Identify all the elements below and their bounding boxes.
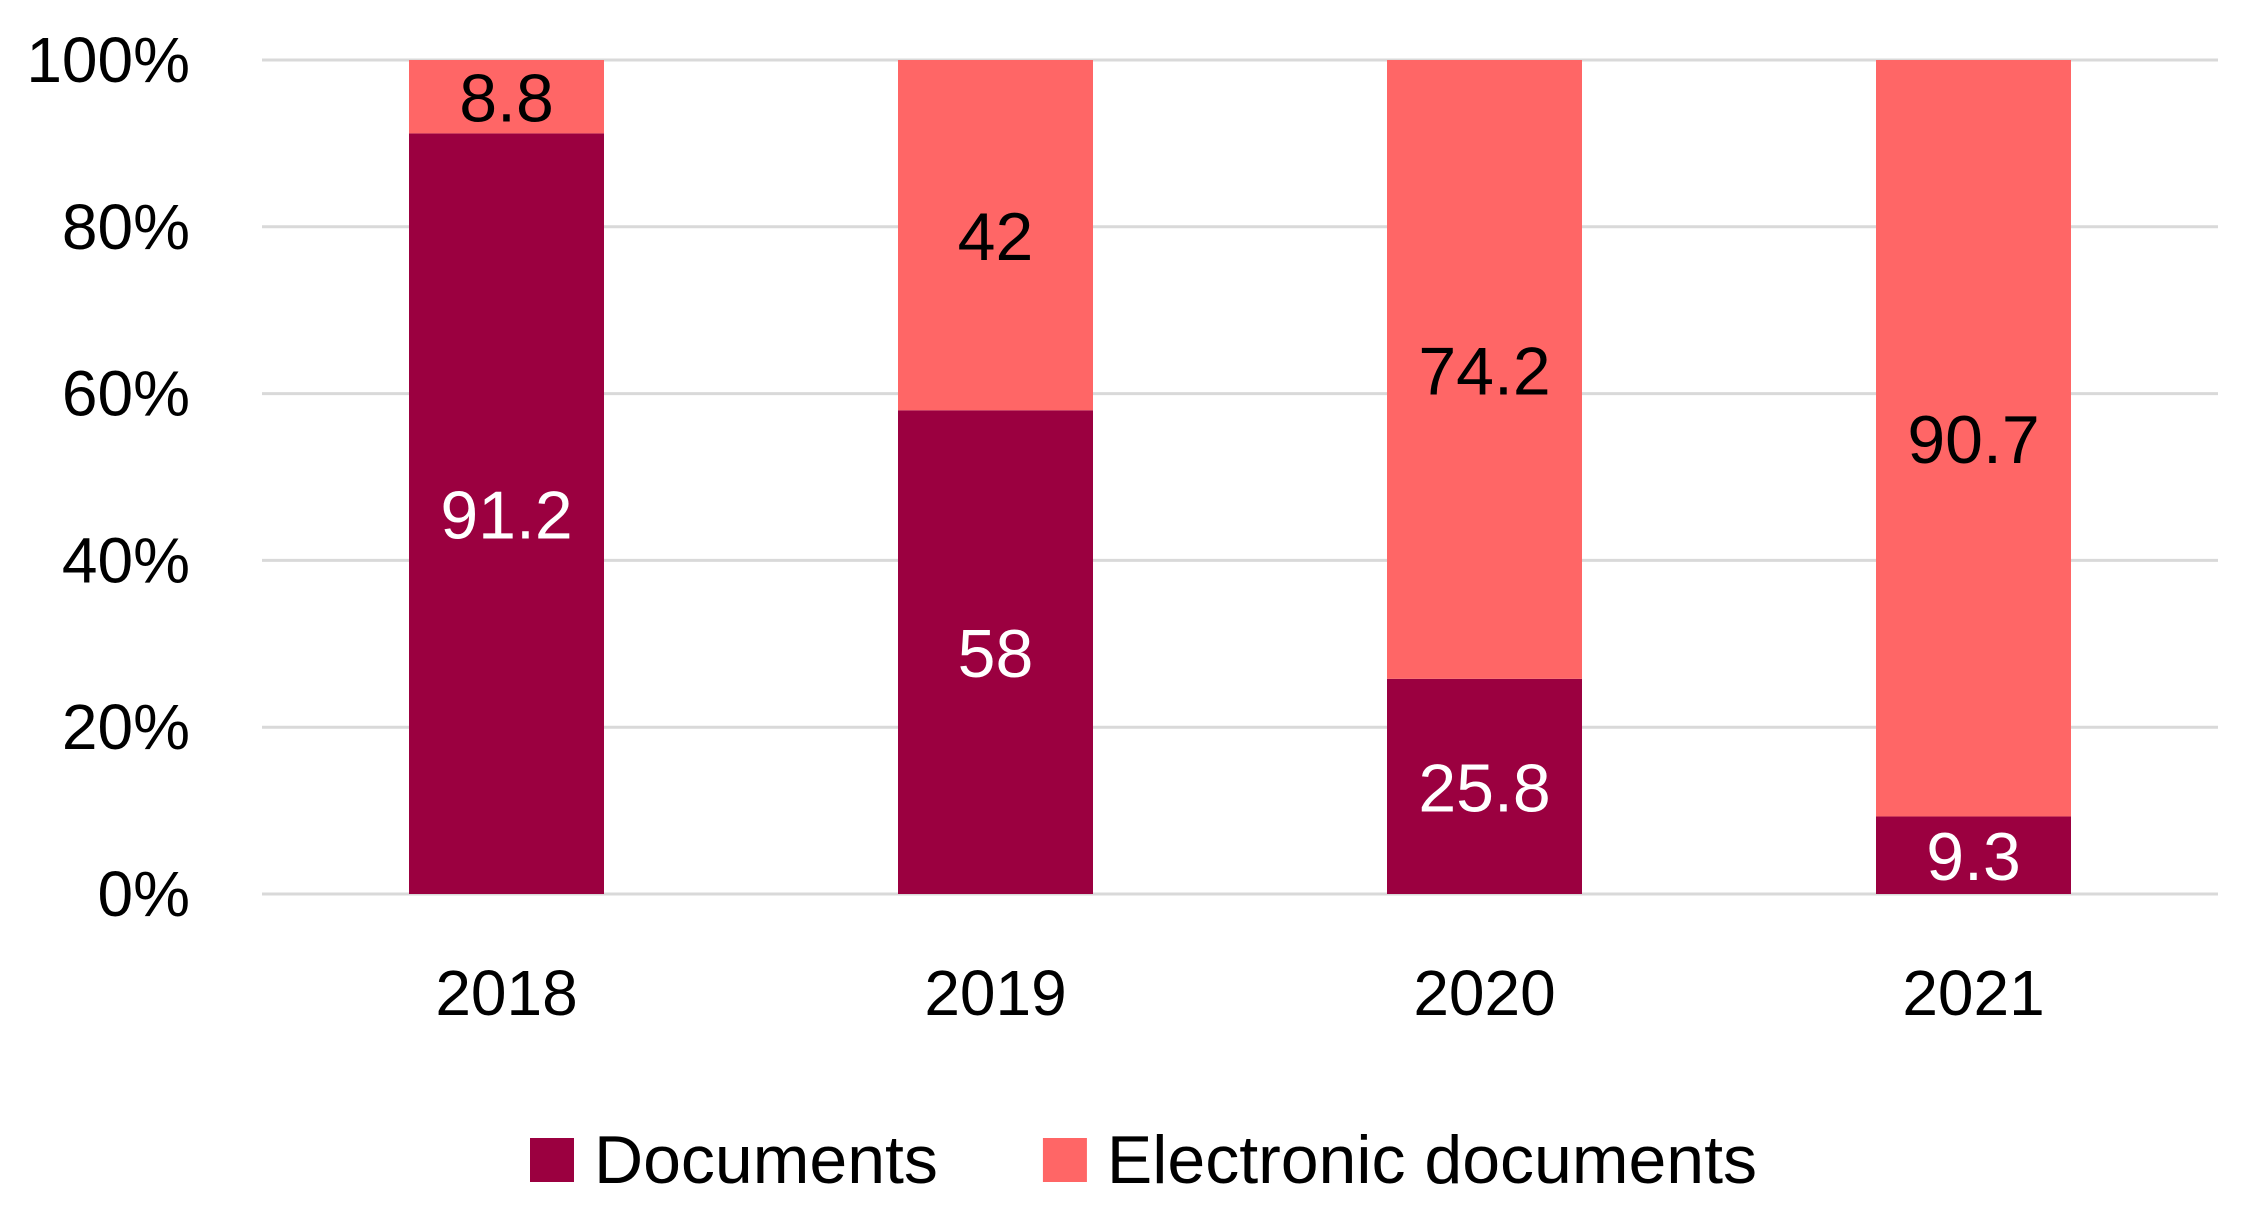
legend-label: Documents	[594, 1122, 938, 1198]
bars	[409, 60, 2071, 895]
y-tick-label: 100%	[26, 24, 190, 96]
bar-electronic-documents-2020	[1387, 60, 1582, 679]
data-label: 9.3	[1926, 819, 2021, 895]
bar-electronic-documents-2021	[1876, 60, 2071, 817]
bar-documents-2021	[1876, 816, 2071, 894]
legend-swatch	[530, 1138, 574, 1182]
bar-documents-2020	[1387, 678, 1582, 894]
data-label: 58	[958, 616, 1034, 692]
x-tick-label: 2019	[924, 957, 1066, 1029]
legend-label: Electronic documents	[1107, 1122, 1757, 1198]
data-label: 90.7	[1907, 402, 2039, 478]
x-tick-label: 2018	[435, 957, 577, 1029]
data-label: 8.8	[459, 61, 554, 137]
x-tick-label: 2021	[1902, 957, 2044, 1029]
data-label: 91.2	[440, 478, 572, 554]
y-tick-label: 40%	[62, 524, 190, 596]
legend: Documents Electronic documents	[530, 1122, 1757, 1198]
bar-documents-2019	[898, 410, 1093, 894]
bar-electronic-documents-2018	[409, 60, 604, 134]
data-label: 42	[958, 199, 1034, 275]
y-tick-label: 60%	[62, 358, 190, 430]
y-axis-ticks: 0% 20% 40% 60% 80% 100%	[26, 24, 190, 930]
legend-swatch	[1042, 1138, 1087, 1182]
y-tick-label: 0%	[98, 858, 191, 930]
bar-electronic-documents-2019	[898, 60, 1093, 411]
y-tick-label: 80%	[62, 191, 190, 263]
x-tick-label: 2020	[1413, 957, 1555, 1029]
data-labels: 91.2 8.8 58 42 25.8 74.2 9.3 90.7	[440, 61, 2039, 896]
data-label: 25.8	[1418, 750, 1550, 826]
bar-documents-2018	[409, 133, 604, 895]
y-tick-label: 20%	[62, 691, 190, 763]
data-label: 74.2	[1418, 333, 1550, 409]
x-axis-ticks: 2018 2019 2020 2021	[435, 957, 2044, 1029]
